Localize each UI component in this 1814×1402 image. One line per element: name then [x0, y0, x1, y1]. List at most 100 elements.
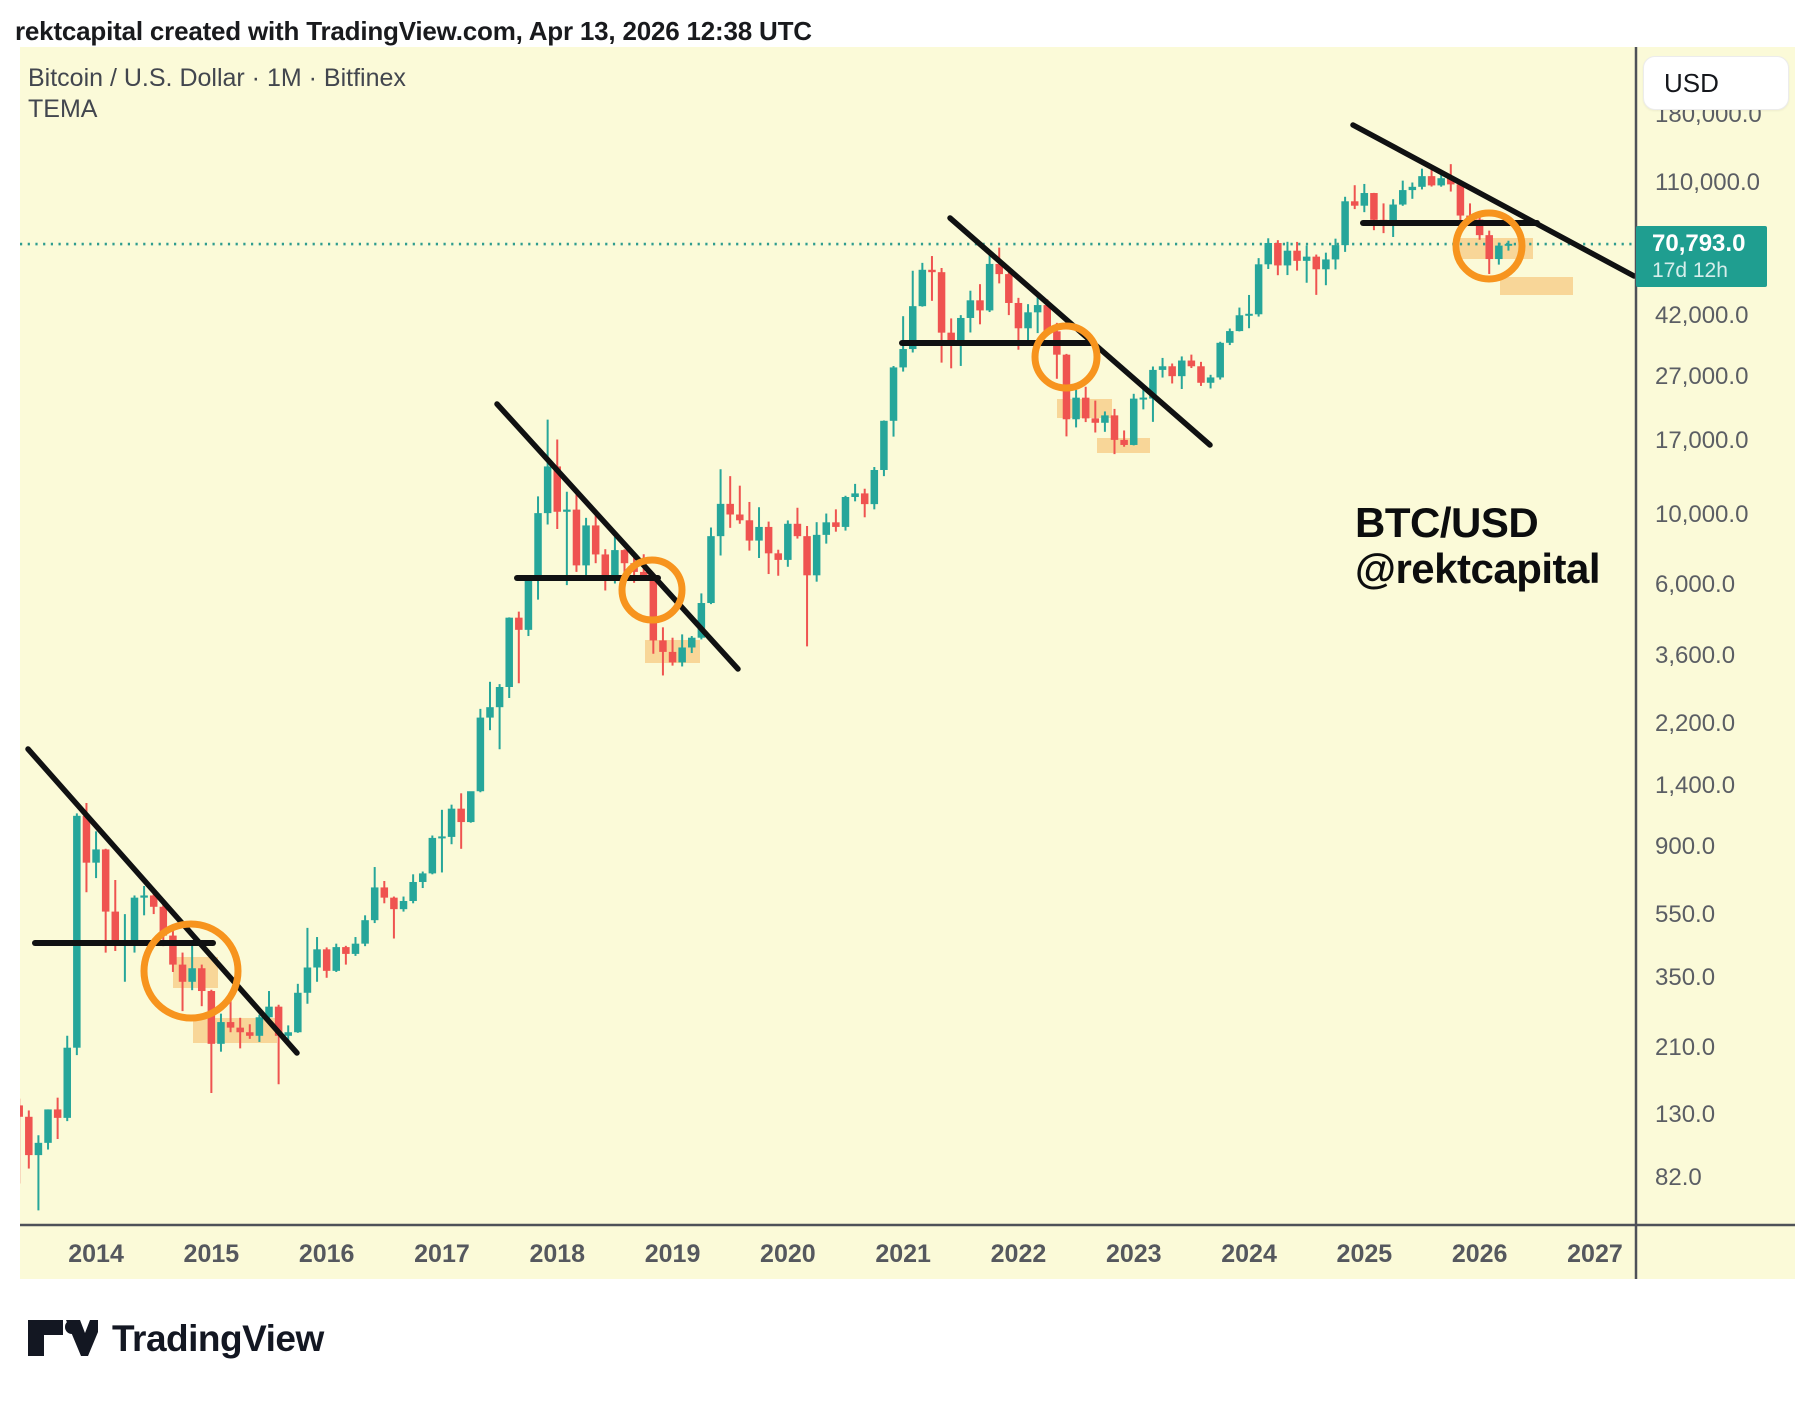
candle-2022-08[interactable] [1081, 386, 1090, 423]
candle-2024-08[interactable] [1312, 254, 1321, 295]
candle-2025-11[interactable] [1456, 180, 1465, 227]
candle-2016-09[interactable] [399, 896, 408, 912]
candle-2019-10[interactable] [755, 507, 763, 558]
candle-2013-07[interactable] [34, 1135, 43, 1211]
candle-2020-06[interactable] [832, 509, 840, 532]
candle-2022-12[interactable] [1120, 430, 1128, 447]
candle-2025-03[interactable] [1379, 203, 1388, 234]
candle-2015-11[interactable] [303, 927, 312, 1004]
candle-2013-08[interactable] [44, 1109, 52, 1150]
candle-2016-11[interactable] [418, 871, 427, 889]
candle-2018-06[interactable] [601, 549, 610, 591]
candle-2020-11[interactable] [880, 420, 888, 477]
candle-2017-04[interactable] [467, 791, 475, 823]
candle-2019-07[interactable] [726, 476, 734, 528]
candle-2020-12[interactable] [889, 365, 898, 437]
candle-2014-12[interactable] [198, 964, 206, 1007]
candle-2025-07[interactable] [1418, 168, 1426, 190]
candle-2018-01[interactable] [553, 439, 561, 530]
candle-2018-02[interactable] [563, 491, 571, 586]
candle-2024-04[interactable] [1274, 240, 1282, 276]
candle-2015-06[interactable] [255, 1014, 264, 1042]
candle-2014-10[interactable] [178, 952, 187, 1012]
candle-2021-10[interactable] [985, 251, 994, 313]
candle-2022-07[interactable] [1072, 389, 1080, 428]
candle-2023-09[interactable] [1206, 374, 1215, 389]
candle-2021-02[interactable] [908, 270, 917, 353]
candle-2019-03[interactable] [688, 636, 696, 654]
candle-2022-03[interactable] [1033, 297, 1042, 334]
candle-2022-09[interactable] [1091, 400, 1100, 433]
candle-2019-11[interactable] [764, 521, 773, 575]
candle-2018-12[interactable] [659, 627, 667, 676]
candle-2019-05[interactable] [707, 527, 715, 605]
candle-2020-05[interactable] [822, 513, 831, 544]
candle-2017-02[interactable] [447, 804, 456, 845]
currency-toggle-button[interactable]: USD [1643, 56, 1789, 110]
candle-2023-01[interactable] [1129, 393, 1138, 446]
candle-2015-02[interactable] [217, 1013, 225, 1052]
trendline-drawing[interactable] [25, 746, 300, 1056]
candle-2016-07[interactable] [380, 881, 389, 904]
retest-circle-drawing[interactable] [1452, 209, 1526, 283]
candle-2015-09[interactable] [284, 1025, 292, 1041]
candle-2015-01[interactable] [207, 989, 216, 1094]
candle-2017-12[interactable] [543, 419, 552, 525]
candle-2016-04[interactable] [351, 937, 360, 956]
candle-2018-05[interactable] [591, 514, 600, 564]
candle-2022-02[interactable] [1024, 304, 1032, 345]
candle-2019-12[interactable] [774, 549, 782, 576]
candle-2017-05[interactable] [476, 708, 485, 793]
candle-2015-04[interactable] [236, 1017, 244, 1049]
candle-2024-05[interactable] [1283, 241, 1292, 276]
candle-2024-07[interactable] [1302, 245, 1311, 283]
candle-2015-08[interactable] [274, 1004, 283, 1085]
candle-2024-09[interactable] [1322, 252, 1330, 286]
price-scale[interactable]: 82.0 130.0 210.0 350.0 550.0 900.0 1,400.0 2,20… [1636, 47, 1795, 1225]
candle-2013-11[interactable] [73, 813, 81, 1056]
candle-2024-10[interactable] [1331, 238, 1340, 270]
candle-2025-04[interactable] [1389, 199, 1397, 237]
candle-2023-04[interactable] [1158, 357, 1167, 378]
candle-2014-08[interactable] [159, 902, 168, 947]
candle-2023-06[interactable] [1178, 356, 1186, 389]
highlight-zone[interactable] [1500, 277, 1573, 295]
candle-2024-06[interactable] [1293, 241, 1301, 271]
candle-2022-10[interactable] [1101, 411, 1109, 432]
candle-2016-02[interactable] [332, 943, 341, 972]
candle-2020-08[interactable] [851, 483, 859, 502]
candle-2022-06[interactable] [1062, 353, 1071, 437]
candle-2024-01[interactable] [1245, 294, 1253, 329]
candle-2017-03[interactable] [457, 793, 465, 849]
candle-2014-01[interactable] [92, 831, 100, 879]
candle-2014-09[interactable] [169, 929, 177, 972]
candle-2014-02[interactable] [101, 848, 110, 953]
candle-2018-04[interactable] [582, 517, 590, 576]
candle-2014-03[interactable] [111, 880, 120, 951]
highlight-zone[interactable] [193, 1018, 277, 1043]
candle-2018-11[interactable] [649, 572, 658, 654]
candle-2020-09[interactable] [860, 488, 869, 518]
candle-2025-09[interactable] [1437, 173, 1445, 187]
candle-2017-07[interactable] [495, 684, 504, 750]
candle-2014-06[interactable] [140, 885, 148, 916]
candle-2019-06[interactable] [716, 469, 725, 556]
candle-2019-02[interactable] [678, 634, 686, 667]
candle-2015-07[interactable] [265, 991, 273, 1022]
candle-2023-10[interactable] [1216, 341, 1224, 380]
candle-2017-06[interactable] [486, 681, 494, 731]
candle-2016-08[interactable] [390, 896, 398, 939]
candle-2024-03[interactable] [1264, 238, 1272, 269]
candle-2021-04[interactable] [928, 256, 936, 301]
candle-2020-07[interactable] [841, 495, 850, 531]
indicator-label-tema[interactable]: TEMA [28, 95, 98, 123]
candle-2024-11[interactable] [1341, 196, 1349, 252]
candle-2016-10[interactable] [409, 874, 417, 904]
candle-2019-08[interactable] [736, 485, 744, 524]
candle-2025-05[interactable] [1399, 180, 1407, 206]
candle-2019-09[interactable] [745, 501, 754, 551]
retest-circle-drawing[interactable] [1031, 322, 1101, 392]
symbol-title[interactable]: Bitcoin / U.S. Dollar · 1M · Bitfinex [28, 64, 406, 92]
candle-2019-01[interactable] [668, 637, 677, 666]
candle-2015-03[interactable] [226, 999, 235, 1033]
